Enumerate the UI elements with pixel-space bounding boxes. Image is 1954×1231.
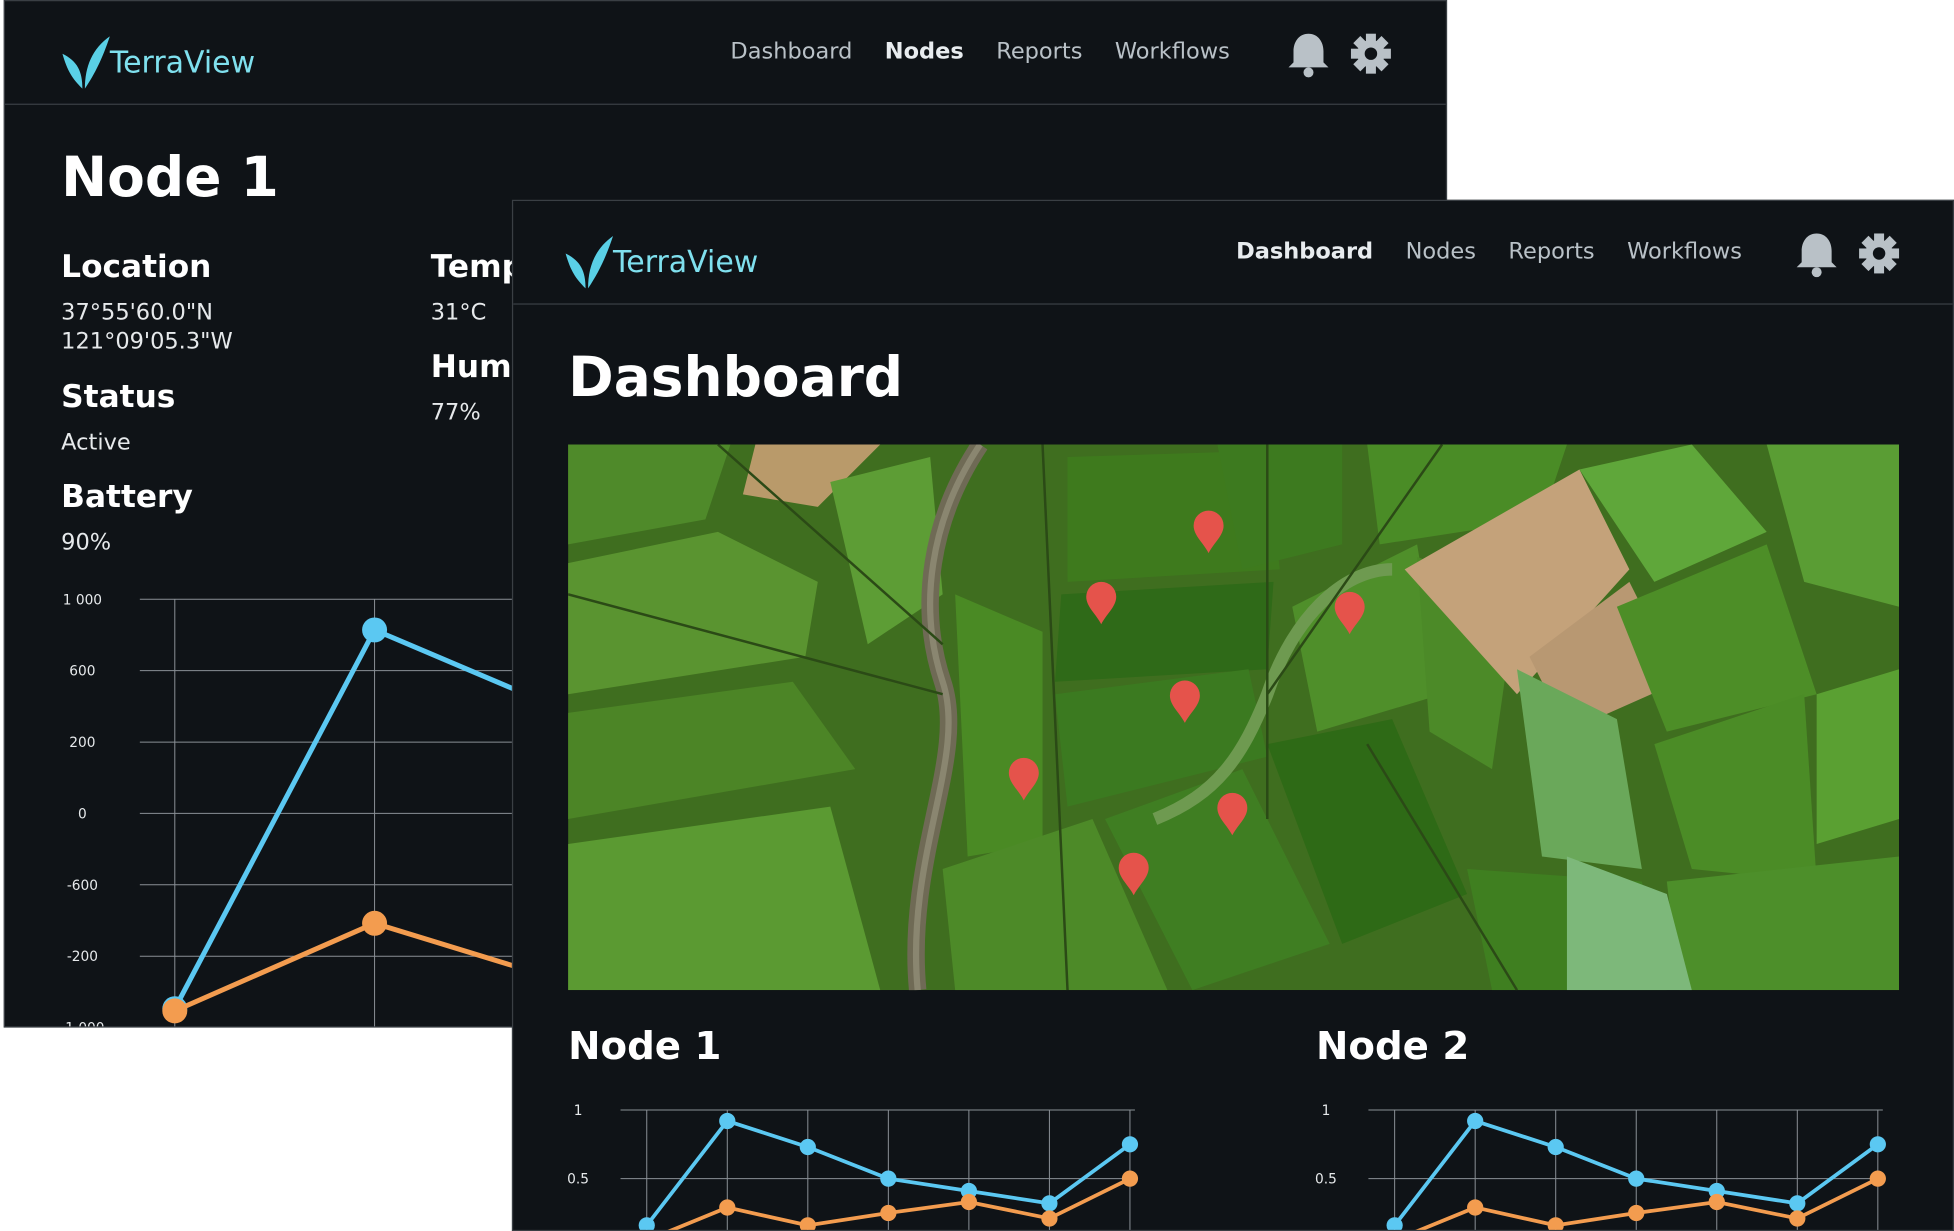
- y-tick-label: 0.5: [567, 1172, 589, 1188]
- data-point: [1628, 1204, 1645, 1222]
- y-tick-label: 200: [69, 735, 95, 751]
- y-tick-label: -600: [67, 878, 98, 894]
- map-marker[interactable]: [1169, 680, 1200, 723]
- y-tick-label: -200: [67, 949, 98, 965]
- data-point: [1041, 1210, 1058, 1227]
- field-label: Status: [61, 378, 176, 415]
- field-value: 90%: [61, 529, 112, 556]
- header: TerraView Dashboard Nodes Reports Workflows: [513, 201, 1953, 305]
- node-chart: 00.51: [1315, 1103, 1886, 1230]
- data-point: [638, 1217, 655, 1230]
- nav-link[interactable]: Dashboard: [730, 38, 853, 65]
- data-point: [362, 617, 388, 643]
- data-point: [1547, 1138, 1564, 1156]
- data-point: [1467, 1199, 1484, 1216]
- node-chart: 00.51: [567, 1103, 1139, 1230]
- data-point: [719, 1112, 736, 1130]
- map-marker[interactable]: [1118, 852, 1149, 896]
- data-point: [1467, 1112, 1484, 1130]
- brand-name[interactable]: TerraView: [109, 44, 256, 80]
- nav: Dashboard Nodes Reports Workflows: [730, 39, 1262, 65]
- y-tick-label: 1: [574, 1103, 583, 1119]
- map-marker[interactable]: [1008, 757, 1039, 801]
- field-value: 77%: [430, 399, 481, 426]
- nav-link[interactable]: Reports: [1508, 238, 1595, 265]
- logo-icon: [565, 235, 614, 289]
- nav-link[interactable]: Dashboard: [1236, 238, 1374, 265]
- data-point: [1789, 1210, 1806, 1227]
- field-map[interactable]: [568, 444, 1900, 991]
- brand: TerraView: [60, 34, 255, 91]
- y-tick-label: 1 000: [63, 592, 102, 608]
- map-markers: [1008, 510, 1365, 896]
- map-marker[interactable]: [1193, 510, 1224, 554]
- data-point: [799, 1217, 816, 1230]
- field-value: 31°C: [430, 299, 487, 326]
- data-point: [1628, 1170, 1645, 1187]
- y-tick-label: -1 000: [60, 1021, 104, 1028]
- brand: TerraView: [563, 233, 758, 290]
- data-point: [1041, 1195, 1058, 1212]
- y-tick-label: 0.5: [1315, 1172, 1337, 1188]
- data-point: [880, 1170, 897, 1187]
- nav-link[interactable]: Nodes: [1405, 238, 1476, 265]
- data-point: [799, 1138, 816, 1156]
- bell-icon[interactable]: [1288, 33, 1329, 78]
- field-label: Location: [61, 248, 212, 285]
- map-marker[interactable]: [1334, 591, 1365, 635]
- header-icons: [1288, 33, 1391, 78]
- data-point: [1121, 1136, 1139, 1153]
- nav-link[interactable]: Workflows: [1114, 38, 1230, 65]
- data-point: [719, 1199, 736, 1216]
- field-value: 37°55'60.0"N: [61, 299, 213, 326]
- map-marker[interactable]: [1217, 792, 1248, 836]
- data-point: [162, 998, 188, 1024]
- brand-name[interactable]: TerraView: [613, 244, 759, 280]
- data-point: [1708, 1193, 1725, 1211]
- header-icons: [1796, 233, 1900, 278]
- gear-icon[interactable]: [1859, 233, 1900, 274]
- nav: Dashboard Nodes Reports Workflows: [1236, 238, 1774, 264]
- data-point: [1789, 1195, 1806, 1212]
- nav-link[interactable]: Workflows: [1627, 238, 1743, 265]
- y-tick-label: 1: [1322, 1103, 1331, 1119]
- field-value: Active: [61, 429, 131, 456]
- data-point: [1547, 1217, 1564, 1230]
- header: TerraView Dashboard Nodes Reports Workflows: [4, 1, 1446, 105]
- page-title: Dashboard: [568, 345, 904, 410]
- data-point: [1121, 1170, 1139, 1187]
- data-point: [362, 910, 388, 936]
- y-tick-label: 0: [78, 806, 87, 822]
- field-value: 121°09'05.3"W: [61, 328, 233, 355]
- data-point: [1869, 1136, 1886, 1153]
- page-title: Node 1: [61, 146, 279, 210]
- nav-link[interactable]: Nodes: [884, 38, 964, 65]
- data-point: [1869, 1170, 1886, 1187]
- dashboard-window: TerraView Dashboard Nodes Reports Workflows…: [511, 199, 1954, 1231]
- bell-icon[interactable]: [1796, 233, 1837, 278]
- y-tick-label: 600: [69, 664, 95, 680]
- node-title: Node 1: [568, 1023, 722, 1069]
- gear-icon[interactable]: [1350, 33, 1391, 74]
- logo-icon: [62, 36, 110, 89]
- data-point: [880, 1204, 897, 1222]
- map-marker[interactable]: [1086, 581, 1117, 625]
- node-title: Node 2: [1315, 1023, 1470, 1069]
- data-point: [1386, 1217, 1403, 1230]
- field-label: Battery: [61, 478, 193, 515]
- data-point: [960, 1193, 977, 1211]
- nav-link[interactable]: Reports: [996, 38, 1083, 65]
